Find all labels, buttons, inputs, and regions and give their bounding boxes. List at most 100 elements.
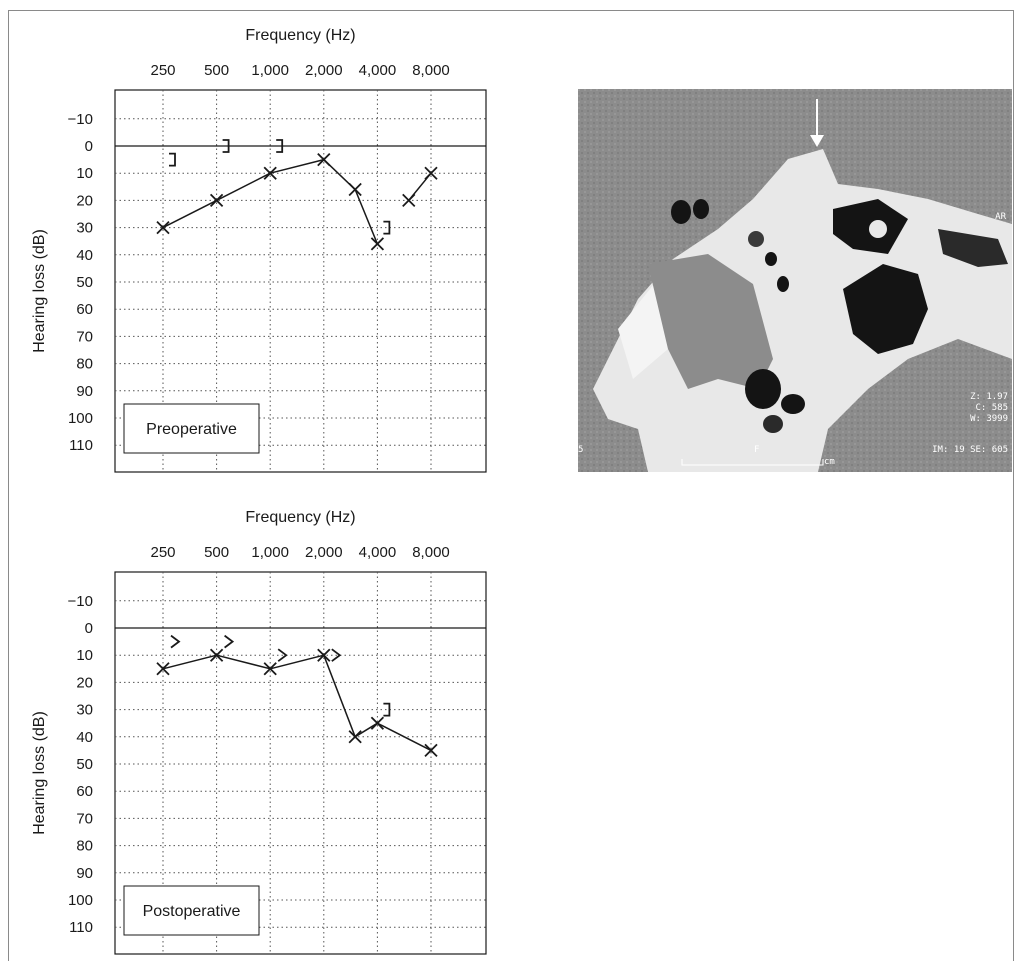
x-marker-stroke [156, 220, 170, 235]
y-tick-label: −10 [68, 111, 93, 128]
arrow-icon [810, 135, 824, 147]
y-tick-label: −10 [68, 593, 93, 610]
x-tick-label: 500 [204, 62, 229, 79]
y-tick-label: 30 [76, 220, 93, 237]
y-axis-title: Hearing loss (dB) [31, 711, 48, 835]
y-tick-label: 0 [85, 620, 93, 637]
plot-frame [114, 571, 487, 955]
bracket-marker [383, 702, 391, 717]
edge-mark: 5 [578, 445, 584, 455]
y-tick-label: 20 [76, 674, 93, 691]
series-line-segment [270, 654, 324, 670]
y-tick-label: 100 [68, 410, 93, 427]
y-tick-label: 60 [76, 783, 93, 800]
chevron-marker [277, 648, 288, 662]
y-tick-label: 40 [76, 247, 93, 264]
series-line-segment [323, 654, 356, 738]
y-tick-label: 60 [76, 301, 93, 318]
x-tick-label: 4,000 [359, 62, 397, 79]
air-cell [781, 394, 805, 414]
preoperative-audiogram: Frequency (Hz) 250 500 1,000 2,000 4,000 8,000… [0, 0, 560, 475]
x-marker [424, 743, 438, 758]
y-tick-label: 70 [76, 328, 93, 345]
air-cell [693, 199, 709, 219]
air-cell [671, 200, 691, 224]
series-line-segment [162, 654, 217, 670]
scale-unit: cm [824, 457, 835, 467]
panel-label: Postoperative [143, 903, 241, 920]
series-line-segment [216, 172, 271, 202]
y-tick-label: 100 [68, 892, 93, 909]
scale-bar [681, 459, 824, 466]
x-marker-stroke [424, 166, 438, 180]
x-tick-label: 2,000 [305, 62, 343, 79]
x-marker-stroke [263, 166, 277, 180]
x-marker [156, 220, 170, 235]
x-tick-label: 4,000 [359, 544, 397, 561]
chevron-marker [331, 648, 342, 662]
x-tick-label: 1,000 [251, 62, 289, 79]
orientation-label: AR [995, 212, 1006, 222]
panel-label-box [123, 885, 260, 936]
series-readout: IM: 19 SE: 605 [932, 445, 1008, 455]
plot-frame [114, 89, 487, 473]
zoom-readout: Z: 1.97 [970, 392, 1008, 402]
bracket-marker [383, 220, 391, 235]
x-marker [348, 730, 362, 744]
air-cell [765, 252, 777, 266]
x-marker-stroke [348, 730, 362, 744]
air-cell [748, 231, 764, 247]
x-marker-stroke [209, 648, 224, 662]
series-line-segment [354, 722, 378, 738]
series-line-segment [216, 654, 271, 670]
x-marker-stroke [317, 648, 331, 662]
soft-tissue-region [648, 254, 773, 389]
x-tick-label: 8,000 [412, 62, 450, 79]
chevron-marker [170, 634, 181, 649]
bracket-marker [222, 139, 230, 153]
series-line-segment [377, 722, 432, 752]
preoperative-audiogram-svg: Frequency (Hz)250 500 1,000 2,000 4,000 8,000… [31, 27, 487, 473]
x-tick-label: 250 [150, 544, 175, 561]
series-line-segment [354, 189, 379, 245]
x-marker [317, 648, 331, 662]
external-canal [938, 229, 1008, 267]
bracket-marker [169, 152, 176, 167]
center-readout: C: 585 [975, 403, 1008, 413]
mastoid-antrum [843, 264, 928, 354]
panel-label-box [123, 403, 260, 454]
x-marker-stroke [209, 193, 224, 208]
x-marker [209, 193, 224, 208]
x-marker-stroke [263, 662, 277, 676]
x-marker [424, 166, 438, 180]
x-marker [370, 237, 385, 251]
y-tick-label: 80 [76, 838, 93, 855]
y-tick-label: 110 [69, 437, 93, 454]
postoperative-audiogram-svg: Frequency (Hz)250 500 1,000 2,000 4,000 8,000… [31, 509, 487, 955]
x-marker-stroke [348, 182, 362, 197]
bracket-marker [276, 139, 284, 153]
y-tick-label: 90 [76, 383, 93, 400]
x-marker [402, 193, 416, 208]
ct-scan-image: AR Z: 1.97 C: 585 W: 3999 IM: 19 SE: 605… [578, 89, 1012, 472]
y-tick-label: 0 [85, 138, 93, 155]
x-marker [263, 662, 277, 676]
y-tick-label: 30 [76, 702, 93, 719]
air-cell [745, 369, 781, 409]
x-marker [348, 182, 362, 197]
x-axis-title: Frequency (Hz) [245, 509, 355, 526]
y-tick-label: 110 [69, 919, 93, 936]
y-tick-label: 20 [76, 192, 93, 209]
ossicle [869, 220, 887, 238]
chevron-marker [224, 634, 235, 649]
temporal-bone [593, 149, 1012, 472]
x-marker [370, 716, 385, 730]
width-readout: W: 3999 [970, 414, 1008, 424]
scale-letter: F [754, 445, 760, 455]
x-tick-label: 500 [204, 544, 229, 561]
x-tick-label: 250 [150, 62, 175, 79]
y-tick-label: 10 [76, 647, 93, 664]
y-tick-label: 50 [76, 274, 93, 291]
panel-label: Preoperative [146, 421, 237, 438]
x-marker-stroke [424, 743, 438, 758]
